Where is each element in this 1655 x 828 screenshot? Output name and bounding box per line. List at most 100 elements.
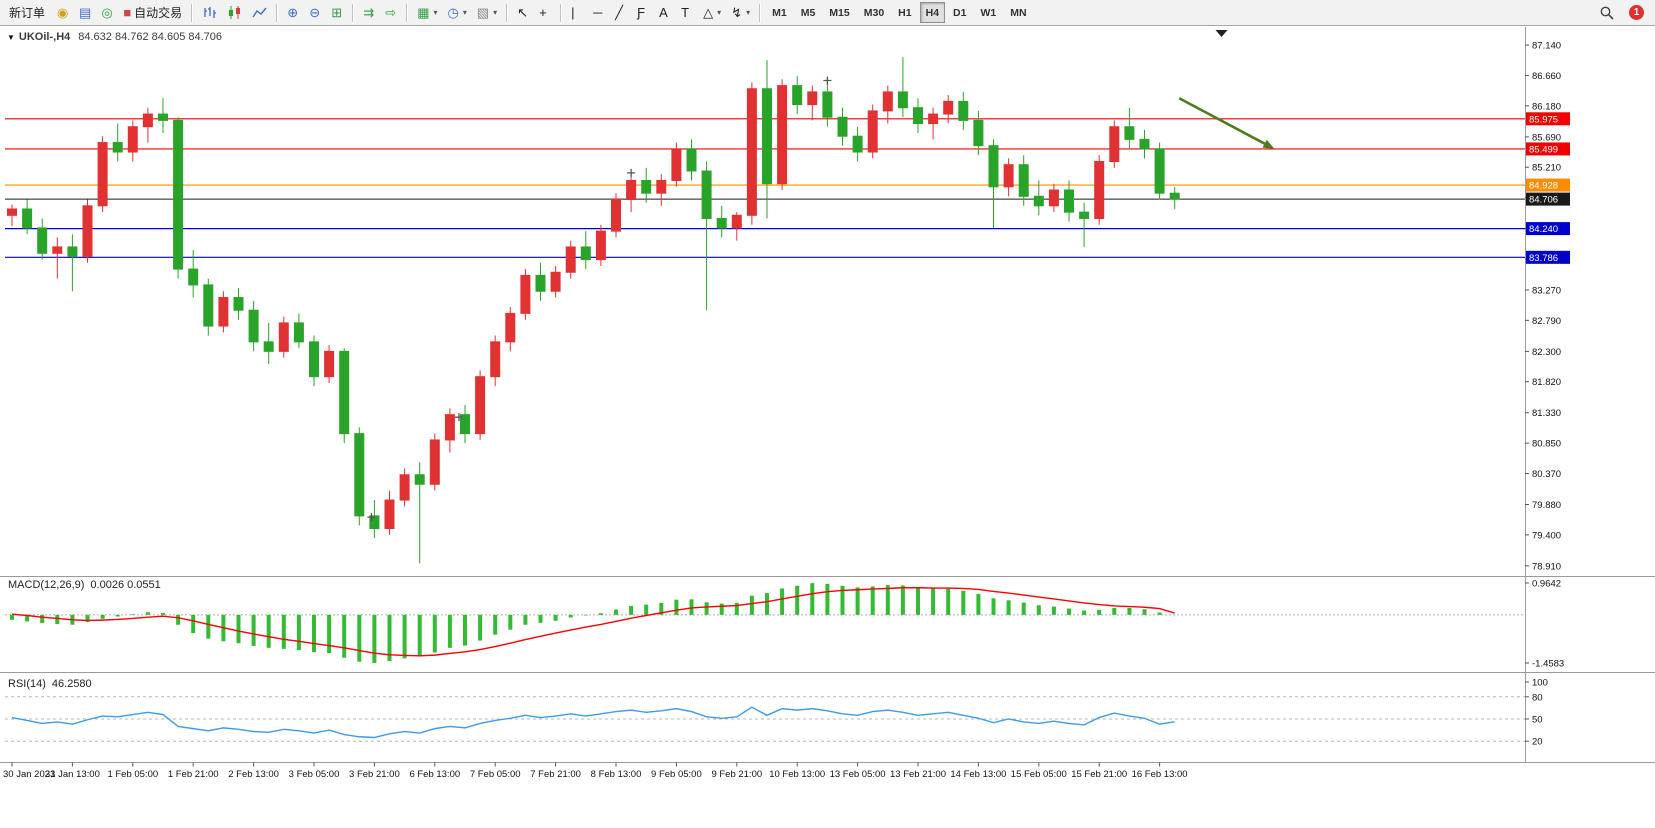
auto-scroll-button[interactable]: ⇉: [359, 2, 379, 23]
svg-text:15 Feb 05:00: 15 Feb 05:00: [1011, 769, 1067, 780]
bear-candle: [354, 433, 365, 517]
rsi-axis-labels: 100 80 50 20: [1525, 678, 1548, 748]
search-button[interactable]: [1595, 2, 1619, 23]
svg-text:-1.4583: -1.4583: [1532, 659, 1564, 670]
bear-candle: [460, 414, 470, 435]
toolbar-separator: [191, 3, 194, 22]
bear-candle: [1124, 126, 1135, 140]
bull-candle: [399, 474, 410, 501]
bull-candle: [475, 376, 486, 435]
bear-candle: [913, 107, 923, 125]
svg-text:1 Feb 05:00: 1 Feb 05:00: [107, 769, 158, 780]
vertical-line-button[interactable]: |: [567, 2, 587, 23]
timeframe-m5[interactable]: M5: [795, 2, 822, 23]
bull-candle: [746, 88, 757, 216]
horizontal-line-button[interactable]: ─: [589, 2, 609, 23]
data-window-button[interactable]: ▤: [75, 2, 95, 23]
market-watch-button[interactable]: ◉: [53, 2, 73, 23]
bear-candle: [837, 116, 848, 137]
bar-chart-button[interactable]: [198, 2, 221, 23]
svg-text:2 Feb 13:00: 2 Feb 13:00: [228, 769, 279, 780]
svg-text:3 Feb 05:00: 3 Feb 05:00: [289, 769, 340, 780]
svg-text:86.660: 86.660: [1532, 71, 1561, 82]
svg-text:7 Feb 21:00: 7 Feb 21:00: [530, 769, 581, 780]
new-chart-button[interactable]: ▦ ▾: [413, 2, 441, 23]
svg-text:1 Feb 21:00: 1 Feb 21:00: [168, 769, 219, 780]
zoom-out-icon: ⊖: [309, 5, 321, 20]
rsi-panel[interactable]: [0, 673, 1525, 762]
bear-candle: [112, 142, 123, 153]
cross-markers[interactable]: [367, 76, 832, 522]
bull-candle: [777, 85, 788, 185]
toolbar-separator: [276, 3, 279, 22]
candlestick-button[interactable]: [223, 2, 246, 23]
svg-text:9 Feb 05:00: 9 Feb 05:00: [651, 769, 702, 780]
profiles-button[interactable]: ◷ ▾: [444, 2, 471, 23]
new-order-button[interactable]: 新订单: [3, 2, 51, 23]
timeframe-m1[interactable]: M1: [766, 2, 793, 23]
profiles-icon: ◷: [447, 5, 459, 20]
timeframe-m30[interactable]: M30: [858, 2, 890, 23]
new-order-button-label: 新订单: [9, 6, 46, 20]
crosshair-button[interactable]: +: [535, 2, 555, 23]
bear-candle: [233, 297, 244, 311]
main-toolbar: 新订单 ◉ ▤ ◎ ■ 自动交易 ⊕ ⊖ ⊞ ⇉ ⇨ ▦ ▾ ◷ ▾ ▧ ▾ ↖ + | ─ ╱ Ƒ A T △ ▾ ↯ ▾ M1 M5 M1…: [0, 0, 1655, 26]
svg-text:80.370: 80.370: [1532, 469, 1561, 480]
timeframe-mn[interactable]: MN: [1004, 2, 1032, 23]
one-click-trading-toggle[interactable]: ▼: [7, 33, 15, 42]
fibonacci-icon: Ƒ: [637, 5, 646, 20]
tile-windows-button[interactable]: ⊞: [327, 2, 347, 23]
macd-panel[interactable]: [0, 577, 1525, 672]
bear-candle: [339, 350, 350, 435]
arrows-button[interactable]: ↯ ▾: [727, 2, 754, 23]
svg-text:85.975: 85.975: [1529, 114, 1558, 125]
label-button[interactable]: T: [677, 2, 697, 23]
auto-trading-button[interactable]: ■ 自动交易: [119, 2, 186, 23]
zoom-out-button[interactable]: ⊖: [305, 2, 325, 23]
timeframe-h4-label: H4: [925, 6, 940, 19]
cursor-button[interactable]: ↖: [513, 2, 533, 23]
bear-candle: [203, 284, 214, 327]
timeframe-h1[interactable]: H1: [892, 2, 917, 23]
svg-text:100: 100: [1532, 678, 1548, 689]
trend-arrow-annotation[interactable]: [1178, 97, 1275, 149]
bear-candle: [1018, 164, 1029, 197]
fibonacci-button[interactable]: Ƒ: [633, 2, 653, 23]
bear-candle: [580, 246, 591, 261]
svg-text:10 Feb 13:00: 10 Feb 13:00: [769, 769, 825, 780]
timeframe-w1[interactable]: W1: [974, 2, 1002, 23]
shapes-button[interactable]: △ ▾: [699, 2, 725, 23]
timeframe-m1-label: M1: [772, 6, 787, 19]
chart-shift-button[interactable]: ⇨: [381, 2, 401, 23]
bear-candle: [686, 148, 697, 172]
cross-marker: [627, 168, 636, 177]
zoom-in-button[interactable]: ⊕: [283, 2, 303, 23]
line-chart-icon: [252, 7, 267, 18]
notification-badge[interactable]: 1: [1629, 5, 1644, 20]
trendline-button[interactable]: ╱: [611, 2, 631, 23]
timeframe-h4[interactable]: H4: [919, 2, 946, 23]
svg-text:87.140: 87.140: [1532, 41, 1561, 52]
timeframe-mn-label: MN: [1010, 6, 1027, 19]
bull-candle: [565, 246, 576, 273]
text-button[interactable]: A: [655, 2, 675, 23]
bull-candle: [142, 113, 153, 128]
svg-text:80.850: 80.850: [1532, 439, 1561, 450]
bull-candle: [550, 271, 561, 292]
new-chart-icon: ▦: [417, 5, 430, 20]
price-tag: [1526, 178, 1570, 192]
navigator-button[interactable]: ◎: [97, 2, 117, 23]
line-chart-button[interactable]: [248, 2, 271, 23]
templates-button[interactable]: ▧ ▾: [473, 2, 501, 23]
bear-candle: [762, 88, 772, 185]
chevron-down-icon: ▾: [717, 8, 722, 17]
bear-candle: [369, 515, 380, 530]
timeframe-d1[interactable]: D1: [947, 2, 972, 23]
timeframe-m15[interactable]: M15: [823, 2, 855, 23]
bull-candle: [218, 297, 229, 327]
svg-text:20: 20: [1532, 737, 1543, 748]
candlestick-series: [7, 57, 1180, 564]
bull-candle: [52, 246, 63, 254]
chart-shift-marker[interactable]: [1215, 30, 1228, 37]
